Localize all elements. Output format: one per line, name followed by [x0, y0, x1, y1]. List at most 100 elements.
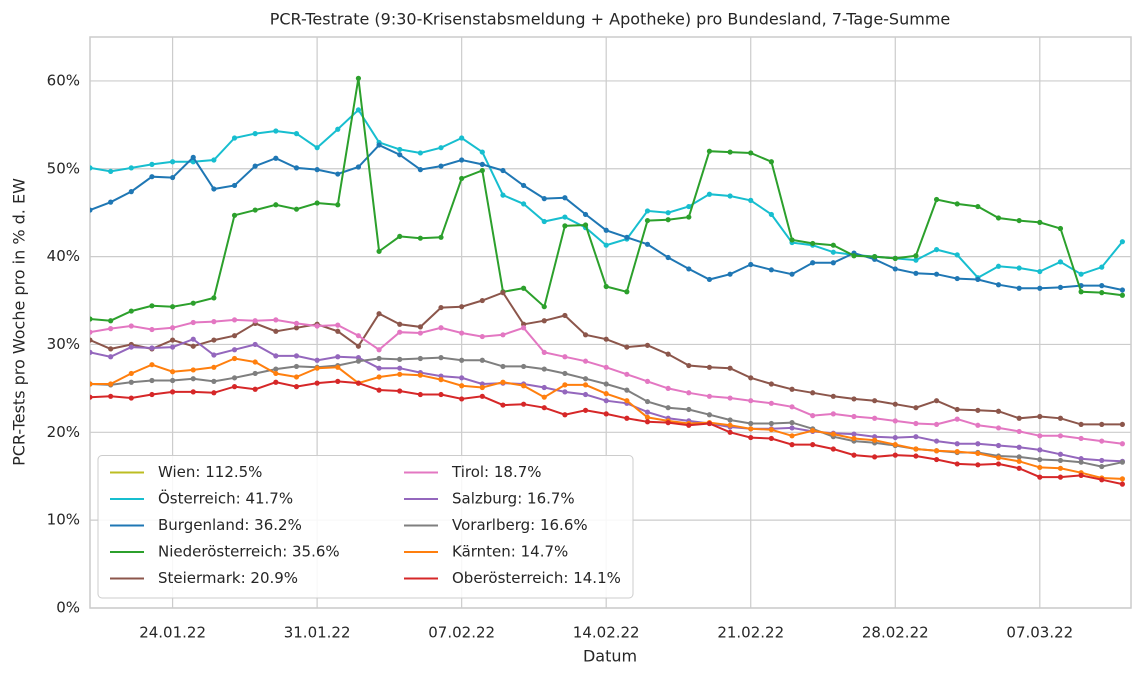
- series-marker: [1037, 456, 1043, 463]
- series-marker: [438, 145, 444, 151]
- series-marker: [562, 389, 568, 395]
- series-marker: [108, 393, 114, 399]
- series-marker: [169, 344, 176, 350]
- series-marker: [438, 391, 444, 398]
- series-marker: [128, 308, 134, 314]
- series-marker: [108, 354, 114, 360]
- series-marker: [417, 355, 423, 362]
- plot-lines: [90, 75, 1125, 487]
- series-marker: [293, 353, 300, 359]
- series-marker: [355, 164, 362, 170]
- series-marker: [995, 215, 1002, 221]
- series-marker: [273, 128, 279, 134]
- series-marker: [252, 386, 258, 392]
- legend-label: Tirol: 18.7%: [451, 463, 542, 481]
- series-marker: [706, 191, 713, 197]
- series-marker: [892, 401, 898, 407]
- series-marker: [169, 325, 176, 331]
- series-marker: [90, 394, 93, 400]
- series-marker: [686, 422, 692, 428]
- series-marker: [789, 425, 795, 431]
- series-marker: [149, 377, 155, 384]
- series-marker: [1016, 458, 1022, 464]
- series-marker: [644, 414, 651, 420]
- y-tick-label: 10%: [47, 511, 80, 529]
- series-marker: [149, 326, 155, 333]
- series-marker: [582, 332, 589, 338]
- series-marker: [686, 214, 692, 220]
- series-marker: [231, 182, 238, 189]
- series-marker: [1037, 285, 1043, 291]
- series-marker: [933, 246, 940, 253]
- series-marker: [913, 405, 919, 411]
- series-marker: [90, 316, 93, 322]
- series-marker: [211, 390, 217, 396]
- series-marker: [335, 202, 341, 208]
- series-marker: [603, 336, 609, 342]
- series-marker: [582, 382, 589, 388]
- series-marker: [479, 149, 485, 155]
- series-marker: [417, 330, 423, 336]
- series-marker: [644, 409, 651, 415]
- series-marker: [706, 412, 713, 418]
- series-marker: [417, 372, 423, 378]
- series-marker: [417, 150, 423, 156]
- series-marker: [128, 379, 134, 385]
- series-marker: [768, 400, 774, 406]
- series-marker: [789, 386, 795, 392]
- series-marker: [541, 394, 547, 400]
- series-marker: [748, 434, 754, 441]
- series-marker: [954, 275, 960, 282]
- series-marker: [314, 380, 320, 386]
- series-marker: [562, 195, 568, 201]
- series-marker: [686, 362, 692, 369]
- series-marker: [479, 384, 485, 391]
- series-marker: [190, 367, 196, 373]
- series-marker: [90, 165, 93, 171]
- series-marker: [768, 211, 774, 218]
- series-marker: [851, 396, 857, 402]
- series-marker: [521, 201, 527, 207]
- series-marker: [459, 157, 465, 163]
- series-marker: [1078, 289, 1084, 295]
- series-marker: [1037, 474, 1043, 480]
- series-marker: [397, 233, 403, 240]
- series-marker: [1037, 413, 1043, 420]
- series-marker: [314, 323, 320, 329]
- plot-frame: [89, 36, 1132, 609]
- series-marker: [913, 446, 919, 452]
- series-marker: [830, 249, 836, 255]
- series-marker: [90, 329, 93, 335]
- series-marker: [995, 263, 1002, 269]
- series-marker: [995, 442, 1002, 449]
- series-marker: [582, 391, 589, 398]
- series-marker: [686, 266, 692, 272]
- series-marker: [438, 355, 444, 361]
- series-marker: [252, 341, 258, 348]
- y-tick-label: 40%: [47, 247, 80, 265]
- series-marker: [541, 318, 547, 324]
- y-tick-label: 50%: [47, 159, 80, 177]
- series-marker: [1119, 421, 1125, 428]
- series-marker: [128, 344, 134, 350]
- series-marker: [1099, 463, 1105, 470]
- series-marker: [314, 200, 320, 206]
- series-marker: [851, 452, 857, 458]
- series-marker: [665, 217, 671, 223]
- series-marker: [582, 407, 589, 413]
- series-marker: [1119, 481, 1125, 487]
- series-marker: [1099, 290, 1105, 296]
- series-marker: [933, 448, 940, 454]
- series-marker: [1016, 217, 1022, 224]
- series-marker: [376, 374, 382, 380]
- series-marker: [562, 382, 568, 388]
- x-tick-label: 31.01.22: [284, 624, 351, 642]
- series-marker: [644, 241, 651, 247]
- series-marker: [500, 332, 506, 338]
- series-marker: [500, 192, 506, 198]
- series-marker: [293, 325, 300, 331]
- series-marker: [479, 333, 485, 340]
- series-marker: [376, 311, 382, 317]
- series-marker: [417, 324, 423, 330]
- series-marker: [624, 415, 630, 421]
